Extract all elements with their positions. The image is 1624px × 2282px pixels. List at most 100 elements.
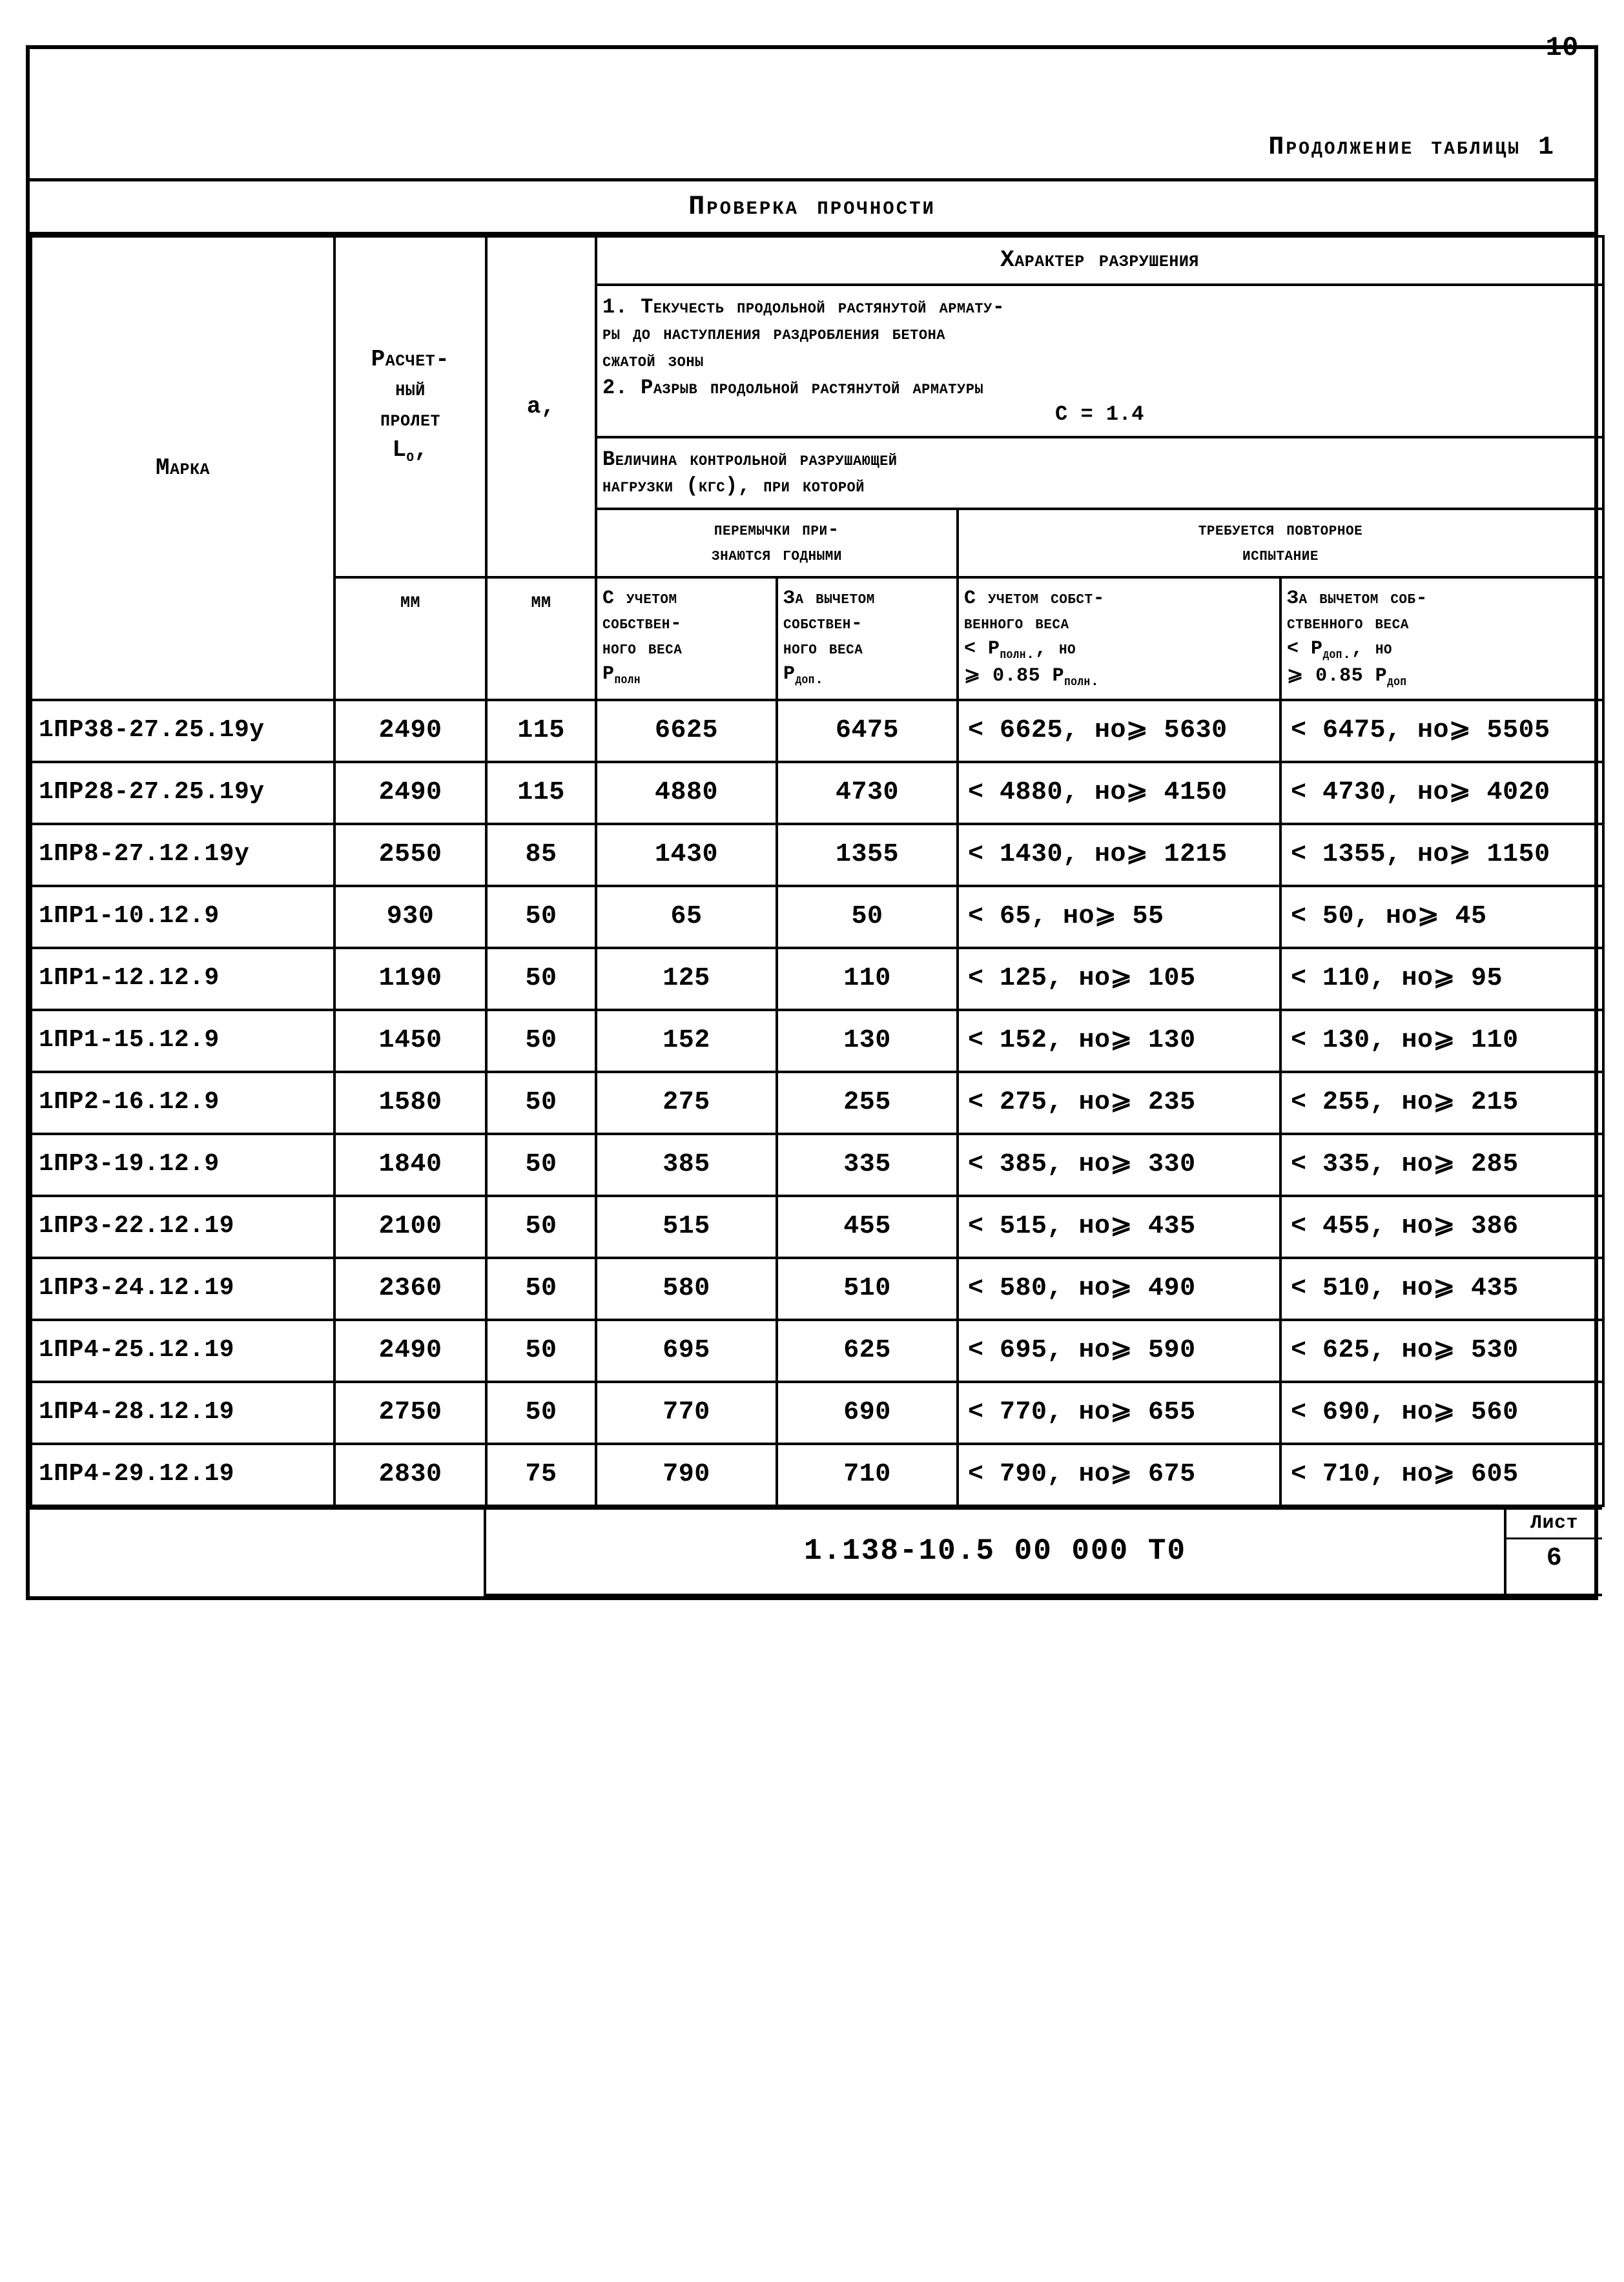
accepted-header: перемычки при-знаются годными — [596, 509, 958, 577]
cell-a: 50 — [486, 1072, 596, 1134]
cell-cond-dop: < 690, но⩾ 560 — [1280, 1382, 1603, 1444]
cell-marka: 1ПР38-27.25.19у — [31, 700, 334, 762]
table-row: 1ПР3-22.12.19210050515455< 515, но⩾ 435<… — [31, 1196, 1603, 1258]
cell-a: 50 — [486, 1382, 596, 1444]
cell-marka: 1ПР2-16.12.9 — [31, 1072, 334, 1134]
cell-p-full: 580 — [596, 1258, 777, 1320]
cell-cond-dop: < 455, но⩾ 386 — [1280, 1196, 1603, 1258]
cell-p-full: 515 — [596, 1196, 777, 1258]
cell-p-dop: 110 — [777, 948, 958, 1010]
cell-marka: 1ПР1-15.12.9 — [31, 1010, 334, 1072]
cell-cond-full: < 275, но⩾ 235 — [958, 1072, 1280, 1134]
table-row: 1ПР3-24.12.19236050580510< 580, но⩾ 490<… — [31, 1258, 1603, 1320]
cell-span: 1190 — [334, 948, 486, 1010]
cell-p-dop: 510 — [777, 1258, 958, 1320]
cell-cond-full: < 770, но⩾ 655 — [958, 1382, 1280, 1444]
cell-p-dop: 130 — [777, 1010, 958, 1072]
cell-span: 2490 — [334, 1320, 486, 1382]
cell-cond-dop: < 625, но⩾ 530 — [1280, 1320, 1603, 1382]
retest-header: требуется повторноеиспытание — [958, 509, 1603, 577]
cell-p-dop: 255 — [777, 1072, 958, 1134]
cond-with-header: С учетом собст-венного веса< Рполн., но⩾… — [958, 577, 1280, 701]
cell-span: 2490 — [334, 700, 486, 762]
table-row: 1ПР38-27.25.19у249011566256475< 6625, но… — [31, 700, 1603, 762]
cell-marka: 1ПР3-19.12.9 — [31, 1134, 334, 1196]
document-number: 1.138-10.5 00 000 Т0 — [485, 1508, 1505, 1595]
cell-a: 115 — [486, 700, 596, 762]
cell-span: 2360 — [334, 1258, 486, 1320]
cell-marka: 1ПР3-22.12.19 — [31, 1196, 334, 1258]
cell-marka: 1ПР4-25.12.19 — [31, 1320, 334, 1382]
cond-without-header: За вычетом соб-ственного веса< Рдоп., но… — [1280, 577, 1603, 701]
cell-p-full: 6625 — [596, 700, 777, 762]
cell-cond-full: < 695, но⩾ 590 — [958, 1320, 1280, 1382]
table-row: 1ПР1-12.12.9119050125110< 125, но⩾ 105< … — [31, 948, 1603, 1010]
cell-cond-dop: < 1355, но⩾ 1150 — [1280, 824, 1603, 886]
table-row: 1ПР3-19.12.9184050385335< 385, но⩾ 330< … — [31, 1134, 1603, 1196]
cell-p-full: 152 — [596, 1010, 777, 1072]
table-row: 1ПР28-27.25.19у249011548804730< 4880, но… — [31, 762, 1603, 824]
cell-p-full: 65 — [596, 886, 777, 948]
cell-cond-dop: < 510, но⩾ 435 — [1280, 1258, 1603, 1320]
cell-a: 50 — [486, 948, 596, 1010]
cell-cond-dop: < 6475, но⩾ 5505 — [1280, 700, 1603, 762]
table-row: 1ПР2-16.12.9158050275255< 275, но⩾ 235< … — [31, 1072, 1603, 1134]
cell-span: 1840 — [334, 1134, 486, 1196]
cell-cond-dop: < 50, но⩾ 45 — [1280, 886, 1603, 948]
col-span: Расчет-ныйпролетLо, — [334, 236, 486, 577]
control-load-header: Величина контрольной разрушающейнагрузки… — [596, 437, 1603, 509]
table-row: 1ПР1-10.12.9930506550< 65, но⩾ 55< 50, н… — [31, 886, 1603, 948]
cell-span: 1450 — [334, 1010, 486, 1072]
cell-cond-full: < 385, но⩾ 330 — [958, 1134, 1280, 1196]
document-frame: Продолжение таблицы 1 Проверка прочности… — [26, 45, 1598, 1600]
cell-span: 1580 — [334, 1072, 486, 1134]
cell-cond-full: < 515, но⩾ 435 — [958, 1196, 1280, 1258]
sheet-block: Лист 6 — [1505, 1508, 1602, 1595]
cell-span: 2550 — [334, 824, 486, 886]
footer-table: 1.138-10.5 00 000 Т0 Лист 6 — [30, 1507, 1602, 1596]
cell-a: 50 — [486, 1196, 596, 1258]
cell-a: 50 — [486, 886, 596, 948]
cell-cond-full: < 790, но⩾ 675 — [958, 1444, 1280, 1506]
sheet-label: Лист — [1506, 1510, 1602, 1539]
table-row: 1ПР1-15.12.9145050152130< 152, но⩾ 130< … — [31, 1010, 1603, 1072]
table-row: 1ПР4-25.12.19249050695625< 695, но⩾ 590<… — [31, 1320, 1603, 1382]
page-number: 10 — [1546, 32, 1579, 63]
failure-header: Характер разрушения — [596, 236, 1603, 285]
cell-a: 75 — [486, 1444, 596, 1506]
cell-p-full: 385 — [596, 1134, 777, 1196]
cell-p-dop: 4730 — [777, 762, 958, 824]
cell-p-dop: 50 — [777, 886, 958, 948]
cell-marka: 1ПР3-24.12.19 — [31, 1258, 334, 1320]
cell-marka: 1ПР28-27.25.19у — [31, 762, 334, 824]
cell-cond-full: < 4880, но⩾ 4150 — [958, 762, 1280, 824]
col-marka: Марка — [31, 236, 334, 700]
cell-cond-full: < 6625, но⩾ 5630 — [958, 700, 1280, 762]
with-weight-header: С учетомсобствен-ного весаРполн — [596, 577, 777, 701]
cell-span: 2490 — [334, 762, 486, 824]
cell-a: 85 — [486, 824, 596, 886]
table-row: 1ПР4-29.12.19283075790710< 790, но⩾ 675<… — [31, 1444, 1603, 1506]
cell-p-dop: 455 — [777, 1196, 958, 1258]
footer-blank — [30, 1508, 485, 1595]
cell-p-dop: 335 — [777, 1134, 958, 1196]
cell-cond-full: < 152, но⩾ 130 — [958, 1010, 1280, 1072]
cell-p-dop: 710 — [777, 1444, 958, 1506]
cell-p-dop: 690 — [777, 1382, 958, 1444]
cell-p-full: 695 — [596, 1320, 777, 1382]
col-a: a, — [486, 236, 596, 577]
cell-a: 50 — [486, 1258, 596, 1320]
cell-p-dop: 625 — [777, 1320, 958, 1382]
continuation-label: Продолжение таблицы 1 — [30, 49, 1594, 178]
cell-span: 2100 — [334, 1196, 486, 1258]
cell-cond-dop: < 710, но⩾ 605 — [1280, 1444, 1603, 1506]
sheet-number: 6 — [1506, 1539, 1602, 1578]
table-row: 1ПР8-27.12.19у25508514301355< 1430, но⩾ … — [31, 824, 1603, 886]
cell-marka: 1ПР8-27.12.19у — [31, 824, 334, 886]
cell-cond-dop: < 335, но⩾ 285 — [1280, 1134, 1603, 1196]
cell-cond-dop: < 255, но⩾ 215 — [1280, 1072, 1603, 1134]
cell-cond-full: < 580, но⩾ 490 — [958, 1258, 1280, 1320]
strength-table: Марка Расчет-ныйпролетLо, a, Характер ра… — [30, 235, 1605, 1507]
cell-marka: 1ПР1-10.12.9 — [31, 886, 334, 948]
cell-cond-full: < 1430, но⩾ 1215 — [958, 824, 1280, 886]
